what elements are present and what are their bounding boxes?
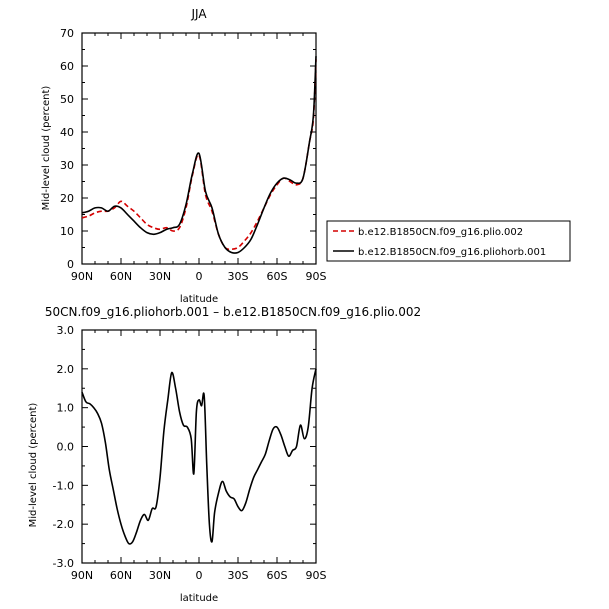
bottom-x-tick-label: 30S [228, 569, 249, 582]
bottom-plot-frame [81, 329, 317, 564]
bottom-x-axis-label: latitude [180, 593, 218, 604]
bottom-x-tick-label: 30N [149, 569, 171, 582]
top-series-line-2 [81, 56, 317, 254]
bottom-chart-panel: 50CN.f09_g16.pliohorb.001 – b.e12.B1850C… [28, 305, 421, 604]
bottom-chart-title: 50CN.f09_g16.pliohorb.001 – b.e12.B1850C… [45, 305, 421, 319]
top-plot-frame [81, 32, 317, 265]
top-y-tick-label: 10 [60, 225, 74, 238]
top-series-group [81, 56, 317, 254]
legend: b.e12.B1850CN.f09_g16.plio.002 b.e12.B18… [326, 220, 571, 262]
top-x-tick-label: 90S [306, 270, 327, 283]
bottom-y-tick-label: 1.0 [57, 402, 75, 415]
bottom-plot-area [81, 329, 317, 564]
top-y-tick-label: 50 [60, 93, 74, 106]
bottom-x-tick-label: 60S [267, 569, 288, 582]
bottom-x-tick-label: 60N [110, 569, 132, 582]
top-chart-title: JJA [190, 7, 207, 21]
bottom-y-tick-label: 0.0 [57, 441, 75, 454]
top-y-tick-label: 70 [60, 27, 74, 40]
bottom-y-tick-label: 3.0 [57, 324, 75, 337]
bottom-tick-group: 90N 60N 30N 0 30S 60S 90S -3.0 -2.0 -1.0 0.0 1.0 2.0… [53, 324, 327, 582]
top-y-tick-label: 20 [60, 192, 74, 205]
bottom-y-axis-label: Mid-level cloud (percent) [28, 403, 39, 528]
top-y-tick-label: 60 [60, 60, 74, 73]
top-y-tick-label: 30 [60, 159, 74, 172]
bottom-y-tick-label: -3.0 [53, 557, 74, 570]
top-x-tick-label: 60N [110, 270, 132, 283]
top-chart-panel: JJA Mid-level cloud (percent) latitude 9… [41, 7, 327, 305]
bottom-series-group [81, 368, 317, 545]
bottom-x-tick-label: 90N [71, 569, 93, 582]
bottom-y-tick-label: -1.0 [53, 479, 74, 492]
bottom-x-tick-label: 90S [306, 569, 327, 582]
top-x-tick-label: 90N [71, 270, 93, 283]
top-plot-area [81, 32, 317, 265]
legend-box [326, 220, 571, 262]
top-x-tick-label: 30N [149, 270, 171, 283]
top-y-tick-label: 0 [67, 258, 74, 271]
top-tick-group: 90N 60N 30N 0 30S 60S 90S 0 10 20 30 40 50 60 70 [60, 27, 327, 283]
bottom-series-line-1 [81, 368, 317, 545]
bottom-y-tick-label: 2.0 [57, 363, 75, 376]
top-y-axis-label: Mid-level cloud (percent) [41, 86, 52, 211]
top-y-tick-label: 40 [60, 126, 74, 139]
bottom-x-tick-label: 0 [196, 569, 203, 582]
top-x-tick-label: 0 [196, 270, 203, 283]
legend-label-pliohorb: b.e12.B1850CN.f09_g16.pliohorb.001 [358, 247, 546, 258]
top-x-tick-label: 60S [267, 270, 288, 283]
top-x-tick-label: 30S [228, 270, 249, 283]
legend-label-plio: b.e12.B1850CN.f09_g16.plio.002 [358, 227, 523, 238]
bottom-y-tick-label: -2.0 [53, 518, 74, 531]
top-x-axis-label: latitude [180, 294, 218, 305]
